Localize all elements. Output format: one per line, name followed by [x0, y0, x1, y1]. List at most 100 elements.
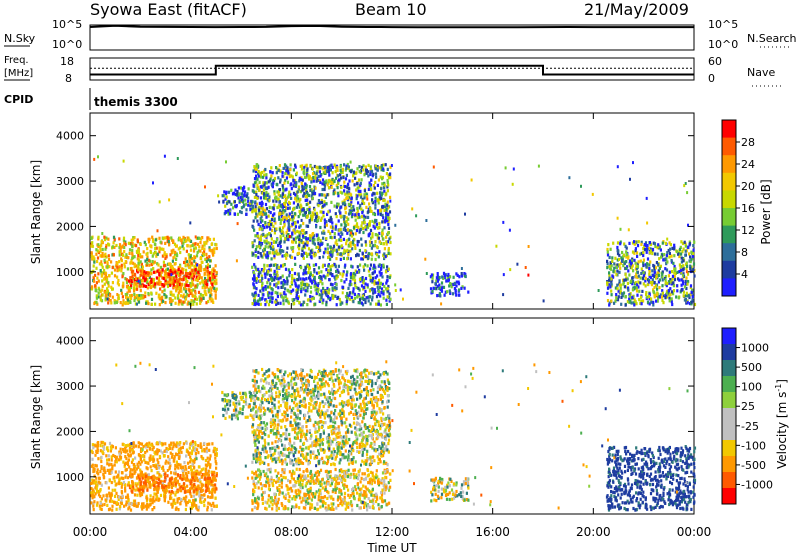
- data-cell: [449, 291, 452, 295]
- data-cell: [362, 278, 366, 282]
- data-cell: [183, 283, 186, 287]
- data-cell: [374, 196, 377, 200]
- data-cell: [192, 445, 195, 449]
- data-cell: [181, 241, 184, 245]
- data-cell: [306, 224, 310, 228]
- data-cell: [310, 180, 313, 184]
- data-cell: [225, 201, 229, 206]
- data-cell: [281, 203, 284, 207]
- data-cell: [623, 285, 626, 289]
- data-cell: [95, 480, 98, 484]
- data-cell: [97, 155, 99, 159]
- data-cell: [144, 274, 147, 279]
- data-cell: [352, 300, 355, 304]
- data-cell: [146, 255, 149, 259]
- data-cell: [148, 271, 152, 275]
- data-cell: [305, 184, 308, 188]
- data-cell: [325, 202, 328, 206]
- data-cell: [265, 181, 268, 185]
- data-cell: [113, 301, 116, 305]
- data-cell: [457, 293, 460, 297]
- data-cell: [630, 301, 633, 305]
- data-cell: [129, 449, 132, 453]
- data-cell: [90, 449, 93, 453]
- data-cell: [296, 252, 300, 256]
- data-cell: [659, 293, 662, 297]
- data-cell: [658, 266, 661, 270]
- data-cell: [349, 241, 353, 245]
- data-cell: [318, 275, 321, 279]
- data-cell: [676, 284, 679, 288]
- data-cell: [200, 297, 203, 301]
- data-cell: [243, 193, 246, 197]
- data-cell: [149, 454, 152, 458]
- data-cell: [366, 225, 370, 229]
- data-cell: [111, 488, 114, 492]
- data-cell: [295, 171, 298, 175]
- data-cell: [255, 202, 259, 206]
- data-cell: [367, 256, 370, 260]
- data-cell: [361, 199, 364, 203]
- data-cell: [332, 244, 336, 248]
- data-cell: [265, 207, 268, 211]
- data-cell: [194, 284, 197, 288]
- data-cell: [276, 294, 279, 299]
- data-cell: [339, 173, 342, 177]
- data-cell: [121, 245, 124, 249]
- data-cell: [149, 465, 152, 469]
- data-cell: [371, 279, 374, 283]
- data-cell: [152, 495, 155, 499]
- data-cell: [382, 290, 385, 294]
- data-cell: [261, 281, 264, 285]
- data-cell: [692, 244, 695, 248]
- data-cell: [324, 195, 327, 199]
- data-cell: [139, 260, 142, 264]
- data-cell: [182, 293, 185, 297]
- data-cell: [325, 169, 329, 173]
- data-cell: [311, 238, 315, 242]
- data-cell: [305, 237, 308, 241]
- data-cell: [680, 264, 683, 269]
- data-cell: [378, 250, 381, 254]
- data-cell: [116, 265, 119, 269]
- data-cell: [185, 239, 188, 243]
- data-cell: [136, 487, 139, 491]
- data-cell: [106, 297, 109, 301]
- data-cell: [150, 272, 153, 276]
- data-cell: [300, 190, 303, 194]
- data-cell: [204, 286, 207, 290]
- data-cell: [386, 189, 389, 193]
- data-cell: [372, 184, 375, 188]
- data-cell: [442, 285, 446, 289]
- data-cell: [288, 174, 291, 179]
- data-cell: [295, 288, 298, 292]
- data-cell: [292, 191, 296, 195]
- data-cell: [92, 264, 95, 268]
- data-cell: [125, 503, 128, 507]
- data-cell: [177, 266, 180, 270]
- data-cell: [368, 220, 372, 224]
- data-cell: [687, 294, 691, 298]
- data-cell: [256, 219, 259, 223]
- data-cell: [153, 260, 156, 264]
- data-cell: [619, 266, 622, 270]
- data-cell: [362, 230, 365, 235]
- data-cell: [190, 468, 193, 472]
- data-cell: [133, 236, 136, 240]
- data-cell: [618, 263, 621, 267]
- data-cell: [111, 508, 114, 512]
- data-cell: [633, 298, 636, 302]
- data-cell: [95, 464, 98, 468]
- data-cell: [238, 192, 241, 196]
- data-cell: [259, 175, 262, 179]
- data-cell: [380, 196, 383, 201]
- data-cell: [340, 185, 343, 189]
- data-cell: [653, 267, 656, 271]
- data-cell: [254, 249, 257, 253]
- data-cell: [301, 234, 305, 238]
- data-cell: [131, 253, 134, 257]
- data-cell: [134, 273, 137, 277]
- data-cell: [629, 299, 632, 304]
- data-cell: [378, 196, 381, 200]
- data-cell: [241, 195, 244, 199]
